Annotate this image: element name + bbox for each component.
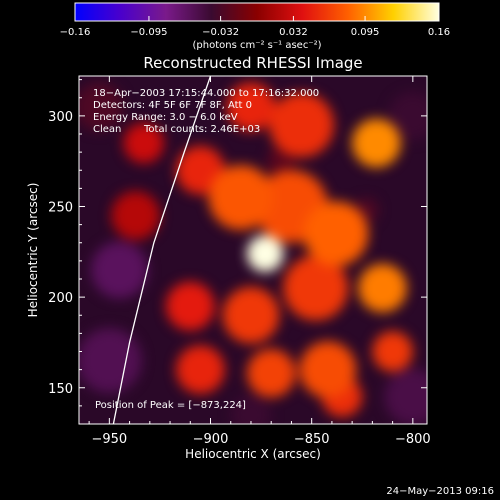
intensity-blob [79,82,124,132]
y-tick-label: 200 [48,291,73,306]
chart-title: Reconstructed RHESSI Image [143,54,362,72]
total-counts-label: Total counts: 2.46E+03 [143,124,260,135]
energy-range-label: Energy Range: 3.0 − 6.0 keV [93,112,238,123]
intensity-blob [230,394,272,424]
intensity-blob [384,368,427,424]
intensity-blob [246,348,296,398]
x-tick-label: −950 [91,432,127,447]
x-tick-label: −850 [294,432,330,447]
y-tick-label: 150 [48,382,73,397]
intensity-blob [208,165,274,230]
colorbar-ticks: −0.16 −0.095 −0.032 0.032 0.095 0.16 [60,16,450,38]
x-axis-ticks: −950 −900 −850 −800 [88,76,431,447]
intensity-blob [111,191,160,240]
peak-position-label: Position of Peak = [−873,224] [95,400,246,411]
y-axis-label: Heliocentric Y (arcsec) [26,183,40,318]
y-tick-label: 300 [48,110,73,125]
intensity-blob [388,91,427,141]
peak-core [258,246,273,261]
heatmap-area [79,76,427,424]
clean-label: Clean [93,124,121,135]
intensity-blob [352,118,401,168]
colorbar-tick-label: −0.095 [130,27,167,38]
x-axis-label: Heliocentric X (arcsec) [185,447,321,461]
intensity-blob [299,341,357,398]
plot-frame [78,75,428,425]
x-tick-label: −800 [395,432,431,447]
colorbar-tick-label: 0.032 [279,27,308,38]
intensity-blob [269,92,334,158]
colorbar-tick-label: 0.16 [428,27,450,38]
x-tick-label: −900 [193,432,229,447]
footer-date: 24−May−2013 09:16 [386,486,494,497]
intensity-blobs [79,82,427,424]
intensity-blob [358,263,407,313]
colorbar [74,2,440,22]
intensity-blob [303,201,369,267]
y-axis-ticks: 150 200 250 300 [48,79,427,407]
intensity-blob [372,331,413,372]
intensity-blob [123,122,164,164]
intensity-blob [226,82,276,132]
solar-limb-curve [112,76,212,424]
colorbar-tick-label: −0.16 [60,27,91,38]
intensity-blob [176,345,225,394]
colorbar-tick-label: 0.095 [351,27,380,38]
colorbar-tick-label: −0.032 [202,27,239,38]
intensity-blob [166,281,215,331]
y-tick-label: 250 [48,201,73,216]
intensity-blob [91,241,148,299]
colorbar-units: (photons cm⁻² s⁻¹ asec⁻²) [192,40,321,51]
time-range-label: 18−Apr−2003 17:15:44.000 to 17:16:32.000 [93,88,319,99]
intensity-blob [79,328,142,393]
intensity-blob [222,286,280,344]
detectors-label: Detectors: 4F 5F 6F 7F 8F, Att 0 [93,100,252,111]
intensity-blob [283,255,349,321]
